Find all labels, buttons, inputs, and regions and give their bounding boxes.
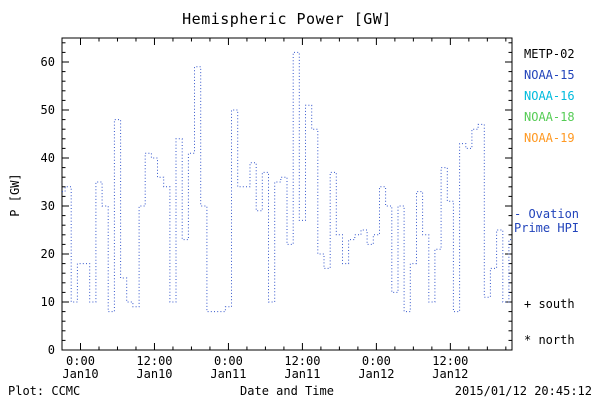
svg-text:Jan10: Jan10 — [136, 367, 172, 381]
satellite-legend: METP-02 NOAA-15 NOAA-16 NOAA-18 NOAA-19 — [524, 44, 575, 149]
timestamp: 2015/01/12 20:45:12 — [454, 384, 592, 398]
svg-text:0: 0 — [48, 343, 55, 357]
legend-item-noaa18: NOAA-18 — [524, 110, 575, 124]
legend-item-metp02: METP-02 — [524, 47, 575, 61]
svg-text:12:00: 12:00 — [432, 354, 468, 368]
svg-text:Jan12: Jan12 — [358, 367, 394, 381]
svg-text:Jan12: Jan12 — [432, 367, 468, 381]
svg-text:12:00: 12:00 — [136, 354, 172, 368]
ovation-prime-label: - Ovation Prime HPI — [514, 207, 579, 235]
svg-text:10: 10 — [41, 295, 55, 309]
north-marker-label: * north — [524, 333, 575, 347]
svg-text:Jan11: Jan11 — [210, 367, 246, 381]
legend-item-noaa19: NOAA-19 — [524, 131, 575, 145]
svg-text:20: 20 — [41, 247, 55, 261]
svg-text:30: 30 — [41, 199, 55, 213]
svg-text:60: 60 — [41, 55, 55, 69]
x-axis-label: Date and Time — [240, 384, 334, 398]
svg-text:40: 40 — [41, 151, 55, 165]
ovation-line1: - Ovation — [514, 207, 580, 221]
south-marker-label: + south — [524, 297, 575, 311]
legend-item-noaa16: NOAA-16 — [524, 89, 575, 103]
svg-text:12:00: 12:00 — [284, 354, 320, 368]
svg-text:0:00: 0:00 — [66, 354, 95, 368]
chart-title: Hemispheric Power [GW] — [182, 10, 392, 28]
plot-source: Plot: CCMC — [8, 384, 81, 398]
y-axis-label: P [GW] — [8, 173, 22, 217]
svg-text:50: 50 — [41, 103, 55, 117]
svg-text:0:00: 0:00 — [214, 354, 243, 368]
legend-item-noaa15: NOAA-15 — [524, 68, 575, 82]
svg-text:0:00: 0:00 — [362, 354, 391, 368]
svg-text:Jan11: Jan11 — [284, 367, 320, 381]
ovation-line2: Prime HPI — [514, 221, 580, 235]
svg-text:Jan10: Jan10 — [62, 367, 98, 381]
